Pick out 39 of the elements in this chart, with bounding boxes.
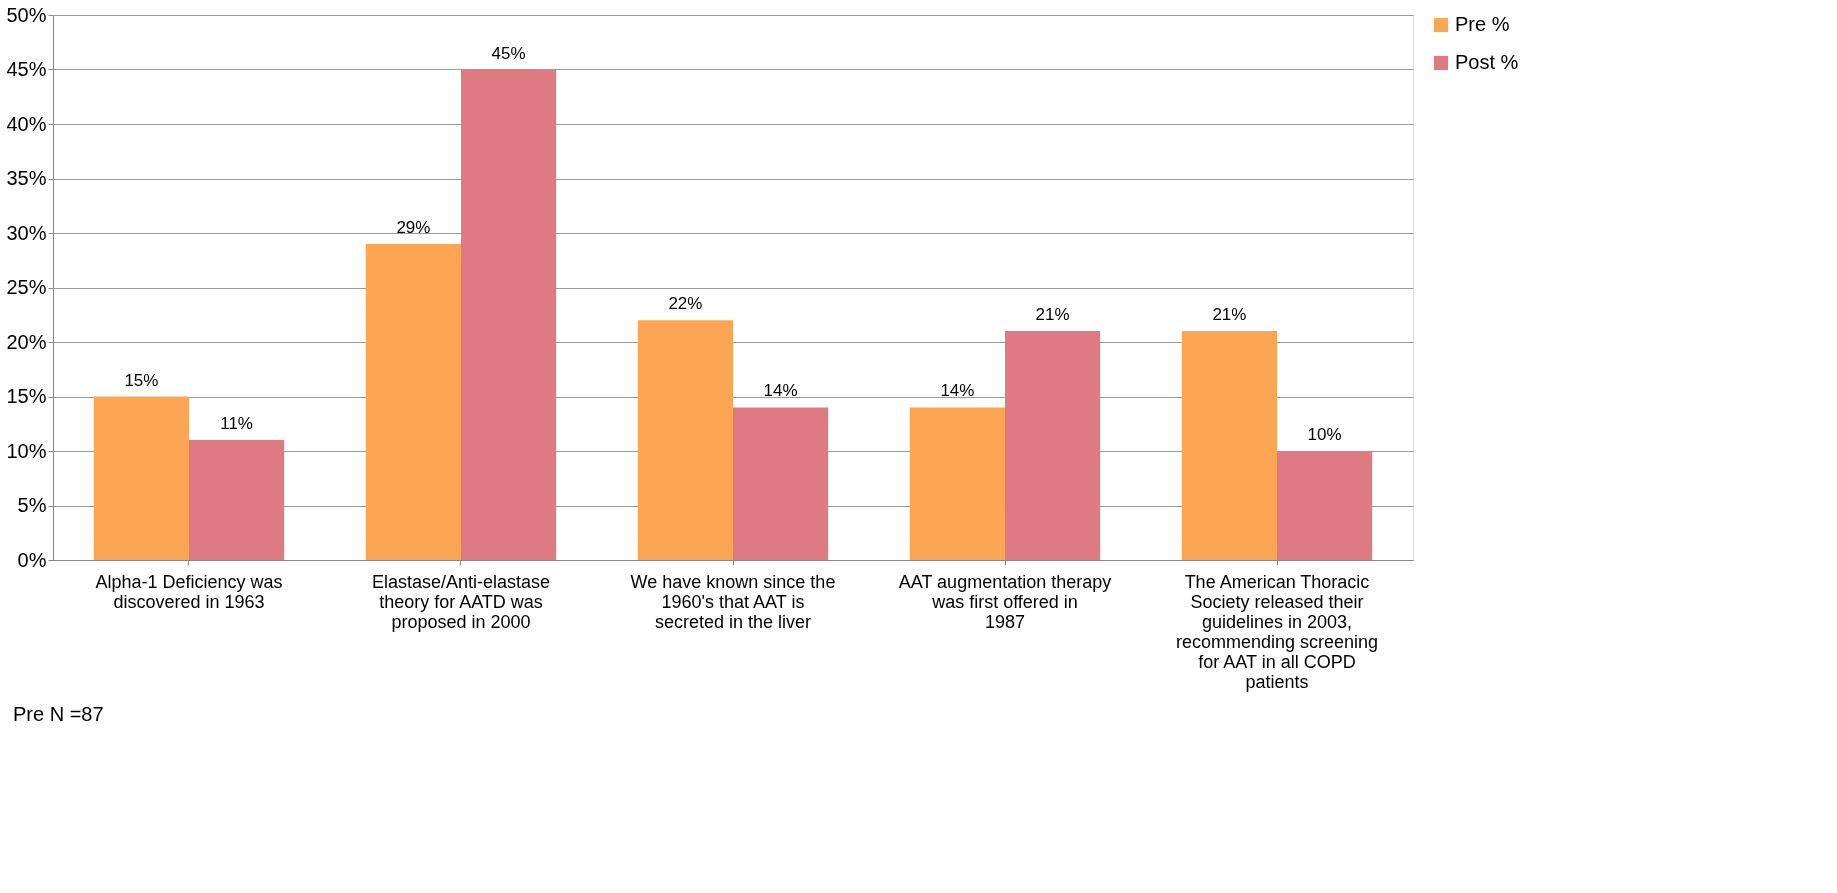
bar — [189, 440, 285, 560]
bar — [909, 407, 1005, 560]
bar — [461, 69, 557, 560]
y-tick-label: 45% — [6, 58, 47, 80]
bar — [733, 407, 829, 560]
y-tick-label: 5% — [17, 494, 47, 516]
data-label: 11% — [220, 414, 253, 434]
y-tick-label: 30% — [6, 221, 47, 244]
data-label: 15% — [124, 370, 159, 390]
data-label: 14% — [763, 381, 798, 401]
data-label: 29% — [396, 217, 431, 237]
bar — [93, 396, 189, 560]
y-tick-label: 10% — [6, 439, 47, 462]
y-tick-label: 35% — [6, 167, 47, 189]
y-tick-label: 0% — [17, 548, 47, 571]
y-tick-label: 40% — [6, 112, 47, 135]
x-tick-label: Elastase/Anti-elastase theory for AATD was proposed in 2000 — [371, 571, 551, 632]
data-label: 21% — [1035, 305, 1070, 325]
data-label: 14% — [940, 381, 975, 401]
y-tick-label: 15% — [6, 385, 47, 407]
y-tick-label: 25% — [6, 276, 47, 298]
legend-label: Post % — [1455, 51, 1519, 73]
bar — [1277, 451, 1373, 560]
data-label: 45% — [491, 43, 526, 63]
data-label: 22% — [668, 294, 703, 314]
y-tick-label: 20% — [6, 330, 47, 353]
x-tick-label: AAT augmentation therapy was first offered in 1987 — [898, 571, 1112, 632]
x-tick-label: We have known since the 1960's that AAT is secreted in the liver — [630, 571, 836, 632]
bar — [1181, 331, 1277, 560]
x-tick-label: Alpha-1 Deficiency was discovered in 1963 — [95, 571, 283, 612]
bar — [365, 243, 461, 560]
data-label: 21% — [1212, 305, 1247, 325]
x-tick-label: The American Thoracic Society released their guidelines in 2003, recommending screening for AAT in all COPD patients — [1175, 571, 1379, 692]
bar — [1005, 331, 1101, 560]
text: Pre N =87 — [13, 703, 104, 725]
data-label: 10% — [1307, 425, 1342, 444]
bar — [637, 320, 733, 560]
y-tick-label: 50% — [6, 3, 47, 26]
legend-label: Pre % — [1455, 13, 1510, 35]
